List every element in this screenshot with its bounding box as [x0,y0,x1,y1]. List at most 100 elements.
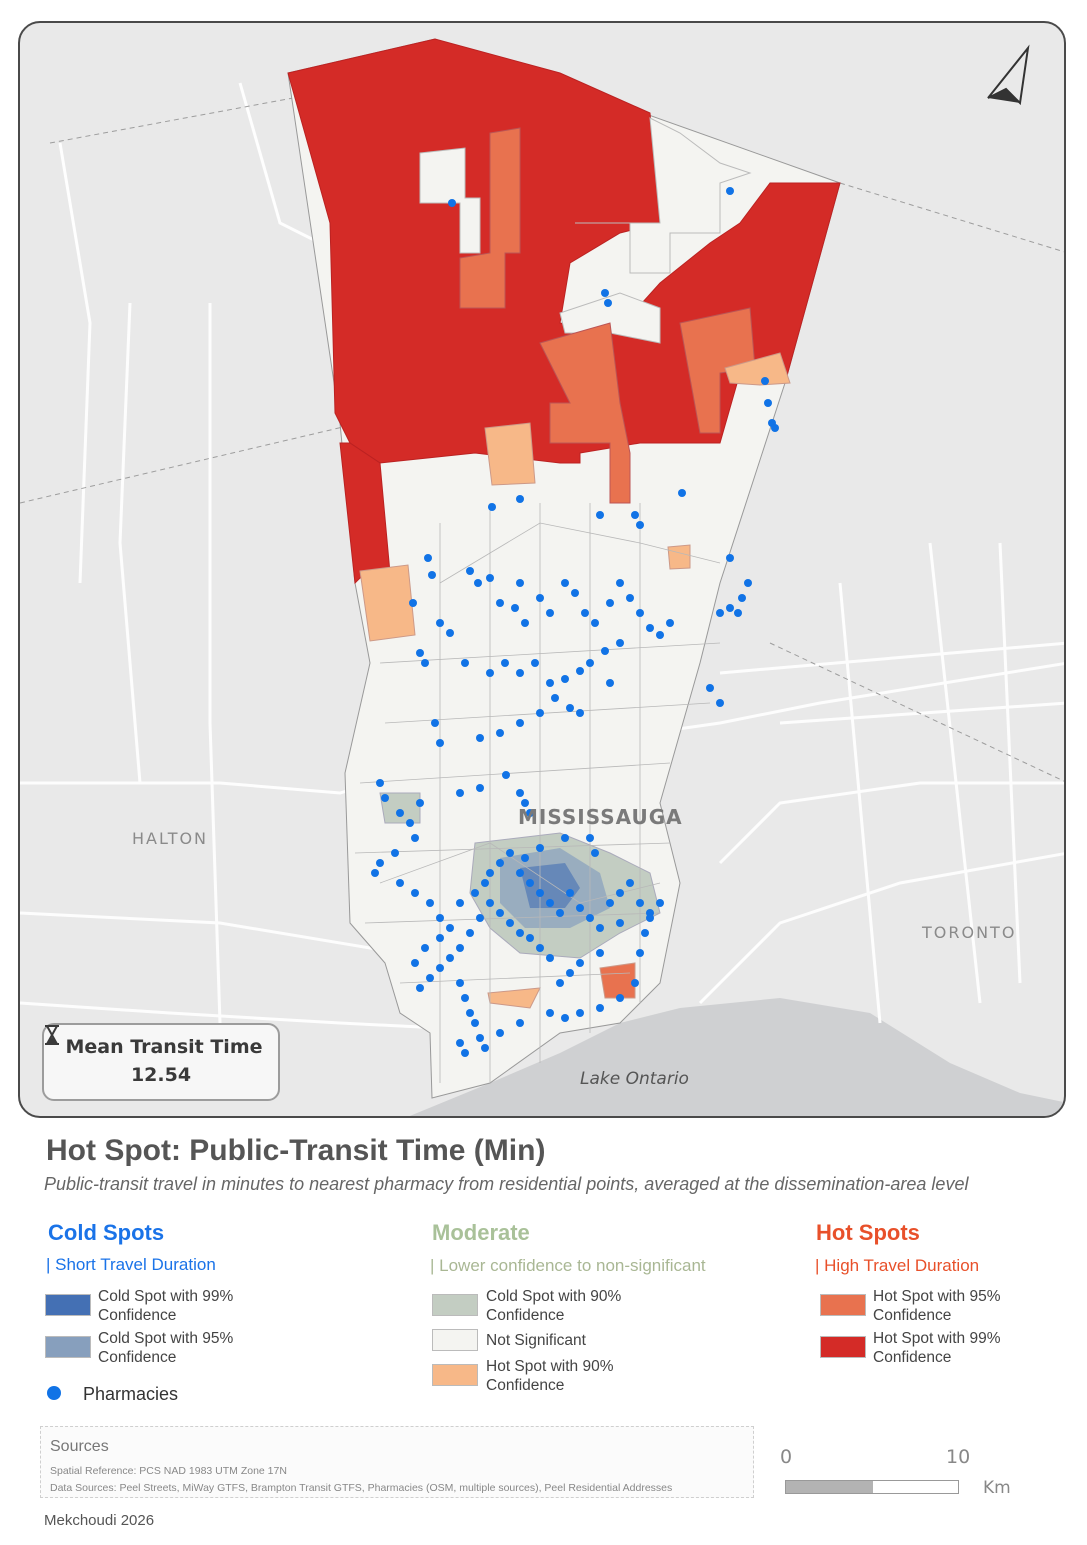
pharmacy-point [474,579,482,587]
pharmacy-point [641,929,649,937]
pharmacy-point [606,899,614,907]
pharmacy-point [561,579,569,587]
pharmacy-point [546,899,554,907]
swatch-hot-95 [820,1294,866,1316]
pharmacy-point [636,521,644,529]
pharmacy-point [551,694,559,702]
pharmacy-point [586,914,594,922]
swatch-hot-90 [432,1364,478,1386]
pharmacy-point [761,377,769,385]
pharmacy-point [431,719,439,727]
pharmacy-point [576,904,584,912]
map-panel[interactable]: HALTON TORONTO MISSISSAUGA Lake Ontario … [18,21,1066,1118]
pharmacy-point [381,794,389,802]
pharmacy-point [446,924,454,932]
pharmacy-point [626,879,634,887]
swatch-cold-90 [432,1294,478,1316]
hot-spot-90-a [484,422,536,486]
pharmacy-point [416,799,424,807]
pharmacy-point [416,649,424,657]
pharmacy-point [496,1029,504,1037]
pharmacy-point [631,979,639,987]
swatch-cold-95 [45,1336,91,1358]
pharmacy-point [536,944,544,952]
pharmacy-point [576,709,584,717]
pharmacy-point [546,609,554,617]
pharmacy-point [516,1019,524,1027]
pharmacy-point [546,954,554,962]
pharmacy-point [616,639,624,647]
legend-hot-title: Hot Spots [816,1220,920,1245]
pharmacy-point [488,503,496,511]
label-toronto: TORONTO [922,923,1017,942]
pharmacy-point [521,619,529,627]
pharmacy-point [616,889,624,897]
swatch-not-significant [432,1329,478,1351]
mean-transit-value: 12.54 [130,1064,192,1086]
pharmacy-point [616,919,624,927]
pharmacy-point [496,909,504,917]
pharmacy-point [646,624,654,632]
pharmacy-point [436,739,444,747]
pharmacy-point [591,619,599,627]
pharmacy-point [436,964,444,972]
map-canvas [20,38,1064,1116]
pharmacy-point [496,599,504,607]
pharmacy-point [516,719,524,727]
pharmacy-point [466,567,474,575]
pharmacy-point [556,979,564,987]
pharmacy-point [416,984,424,992]
pharmacy-point [516,929,524,937]
pharmacy-point [376,779,384,787]
pharmacy-point [396,879,404,887]
pharmacy-point [716,609,724,617]
pharmacy-point [516,579,524,587]
pharmacy-point [626,594,634,602]
pharmacy-point [428,571,436,579]
page-title: Hot Spot: Public-Transit Time (Min) [46,1134,546,1167]
pharmacy-point [466,929,474,937]
hot-spot-90-e [487,987,541,1009]
hot-spot-95-a [459,127,521,309]
sources-box: Sources Spatial Reference: PCS NAD 1983 … [40,1426,754,1498]
pharmacy-point [601,647,609,655]
pharmacy-point [596,511,604,519]
pharmacy-point [616,579,624,587]
scale-end: 10 [946,1446,971,1468]
pharmacy-point [656,899,664,907]
pharmacy-point [586,834,594,842]
pharmacy-point [526,879,534,887]
legend-cold-99-label: Cold Spot with 99% Confidence [98,1288,234,1324]
pharmacy-point [466,1009,474,1017]
pharmacy-point [536,889,544,897]
pharmacy-point [411,889,419,897]
pharmacy-point [636,609,644,617]
legend-hot-90-label: Hot Spot with 90% Confidence [486,1358,614,1394]
pharmacy-point [486,574,494,582]
pharmacy-point [391,849,399,857]
pharmacy-point [678,489,686,497]
data-sources: Data Sources: Peel Streets, MiWay GTFS, … [50,1482,673,1494]
hot-spot-90-d [724,352,791,386]
hot-spot-90-b [359,564,416,642]
hot-spot-95-c [679,307,756,434]
pharmacy-point [666,619,674,627]
swatch-hot-99 [820,1336,866,1358]
pharmacy-point [396,809,404,817]
pharmacy-legend-icon [47,1386,61,1400]
pharmacies-layer [371,187,779,1057]
pharmacy-point [734,609,742,617]
pharmacy-point [596,1004,604,1012]
pharmacy-point [456,1039,464,1047]
cold-spot-90-west [379,792,421,824]
legend-cold-title: Cold Spots [48,1220,165,1245]
pharmacy-point [596,924,604,932]
lake-ontario [409,998,1064,1116]
legend-pharmacies-label: Pharmacies [83,1384,179,1404]
legend-hot-subtitle: | High Travel Duration [815,1256,980,1275]
pharmacy-point [536,594,544,602]
pharmacy-point [506,849,514,857]
pharmacy-point [424,554,432,562]
spatial-reference: Spatial Reference: PCS NAD 1983 UTM Zone… [50,1465,287,1477]
pharmacy-point [496,729,504,737]
